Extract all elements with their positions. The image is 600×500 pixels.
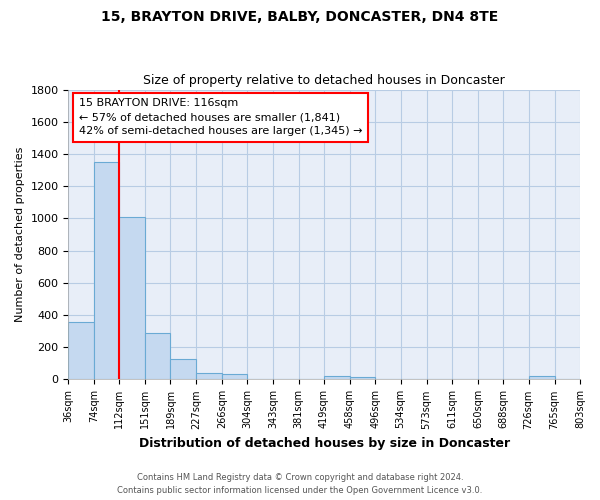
Bar [94,162,119,380]
Text: 15 BRAYTON DRIVE: 116sqm
← 57% of detached houses are smaller (1,841)
42% of sem: 15 BRAYTON DRIVE: 116sqm ← 57% of detach… [79,98,362,136]
Bar [222,374,247,380]
Y-axis label: Number of detached properties: Number of detached properties [15,147,25,322]
Text: Contains HM Land Registry data © Crown copyright and database right 2024.
Contai: Contains HM Land Registry data © Crown c… [118,474,482,495]
Text: 15, BRAYTON DRIVE, BALBY, DONCASTER, DN4 8TE: 15, BRAYTON DRIVE, BALBY, DONCASTER, DN4… [101,10,499,24]
Bar [529,376,554,380]
Bar [145,332,170,380]
Bar [324,376,350,380]
Bar [350,377,375,380]
Bar [119,217,145,380]
X-axis label: Distribution of detached houses by size in Doncaster: Distribution of detached houses by size … [139,437,510,450]
Bar [68,322,94,380]
Title: Size of property relative to detached houses in Doncaster: Size of property relative to detached ho… [143,74,505,87]
Bar [196,373,222,380]
Bar [170,358,196,380]
